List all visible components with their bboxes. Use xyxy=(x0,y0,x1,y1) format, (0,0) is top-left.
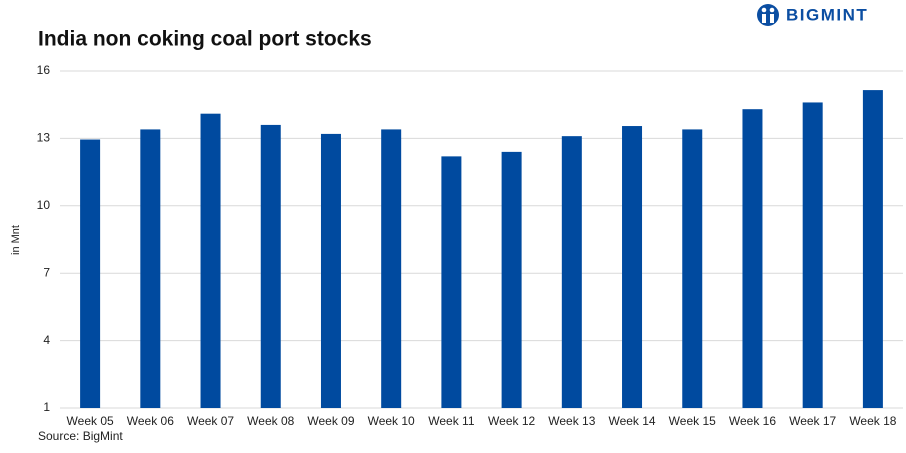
bar xyxy=(561,136,582,409)
x-tick-label: Week 08 xyxy=(247,414,294,428)
x-tick-label: Week 14 xyxy=(608,414,655,428)
logo-icon-body xyxy=(770,14,774,23)
logo-icon-body xyxy=(762,14,766,23)
x-tick-label: Week 07 xyxy=(187,414,234,428)
bar xyxy=(140,129,161,408)
bar xyxy=(441,156,462,408)
bar xyxy=(622,126,643,408)
bar xyxy=(802,102,823,408)
bar xyxy=(320,133,341,408)
logo-icon-dot xyxy=(761,7,767,13)
x-tick-label: Week 16 xyxy=(729,414,776,428)
bar xyxy=(200,113,221,408)
source-note: Source: BigMint xyxy=(38,429,123,443)
bar xyxy=(80,139,101,409)
bar xyxy=(742,109,763,409)
bar xyxy=(381,129,402,408)
x-tick-label: Week 06 xyxy=(127,414,174,428)
y-tick-label: 7 xyxy=(43,265,50,279)
y-tick-label: 16 xyxy=(37,63,51,77)
y-axis-label: in Mnt xyxy=(10,225,22,255)
x-tick-label: Week 11 xyxy=(428,414,475,428)
x-tick-label: Week 13 xyxy=(548,414,595,428)
x-tick-label: Week 10 xyxy=(368,414,415,428)
bar xyxy=(260,124,281,409)
x-tick-label: Week 12 xyxy=(488,414,535,428)
x-tick-label: Week 18 xyxy=(849,414,896,428)
x-tick-label: Week 17 xyxy=(789,414,836,428)
y-tick-label: 1 xyxy=(43,400,50,414)
x-tick-label: Week 05 xyxy=(67,414,114,428)
logo-icon xyxy=(757,4,779,26)
chart-title: India non coking coal port stocks xyxy=(38,28,372,51)
x-tick-label: Week 15 xyxy=(669,414,716,428)
bar xyxy=(682,129,703,408)
y-tick-label: 13 xyxy=(37,131,51,145)
bar xyxy=(862,90,883,408)
logo-icon-dot xyxy=(769,7,775,13)
x-tick-label: Week 09 xyxy=(307,414,354,428)
y-tick-label: 10 xyxy=(37,198,51,212)
bar xyxy=(501,151,522,408)
y-tick-label: 4 xyxy=(43,333,50,347)
brand-name: BIGMINT xyxy=(786,5,868,24)
brand-logo: BIGMINT xyxy=(757,4,868,26)
